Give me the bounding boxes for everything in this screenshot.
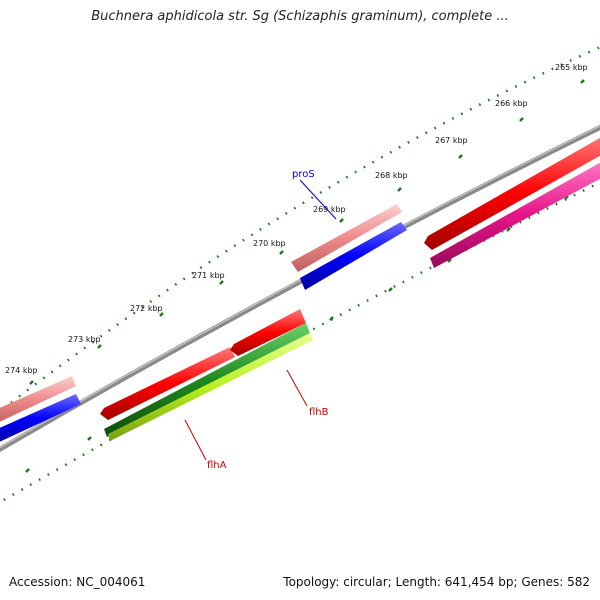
accession-text: Accession: NC_004061: [9, 575, 146, 589]
cds-red-right: [424, 137, 600, 250]
cds-magenta-right: [430, 162, 600, 268]
cds-green: [104, 323, 310, 437]
tick-label-272: 272 kbp: [130, 304, 163, 313]
tick-label-273: 273 kbp: [68, 335, 101, 344]
tick-label-267: 267 kbp: [435, 136, 468, 145]
cds-blue-left: [0, 394, 81, 442]
backbone-highlight: [0, 125, 600, 449]
proS-leader-line: [299, 179, 337, 220]
outer-major-ticks: [29, 79, 585, 385]
map-title: Buchnera aphidicola str. Sg (Schizaphis …: [91, 9, 509, 24]
cds-lime: [108, 333, 313, 441]
tick-label-271: 271 kbp: [192, 271, 225, 280]
cds-red-flhA: [100, 347, 235, 420]
tick-label-274: 274 kbp: [5, 366, 38, 375]
flhB-leader-line: [286, 369, 308, 407]
gene-label-proS: proS: [292, 169, 315, 180]
cds-red-flhB: [230, 309, 306, 356]
tick-label-270: 270 kbp: [253, 239, 286, 248]
tick-label-268: 268 kbp: [375, 171, 408, 180]
genome-backbone: [0, 124, 600, 452]
tick-label-269: 269 kbp: [313, 205, 346, 214]
cds-pink-left: [0, 376, 76, 422]
cds-blue-proS: [300, 222, 407, 290]
tick-label-265: 265 kbp: [555, 63, 588, 72]
cds-pink-prosS-region: [291, 204, 402, 272]
topology-summary: Topology: circular; Length: 641,454 bp; …: [283, 575, 590, 589]
gene-label-flhB: flhB: [309, 407, 329, 418]
tick-label-266: 266 kbp: [495, 99, 528, 108]
gene-label-flhA: flhA: [207, 460, 227, 471]
flhA-leader-line: [184, 419, 207, 461]
